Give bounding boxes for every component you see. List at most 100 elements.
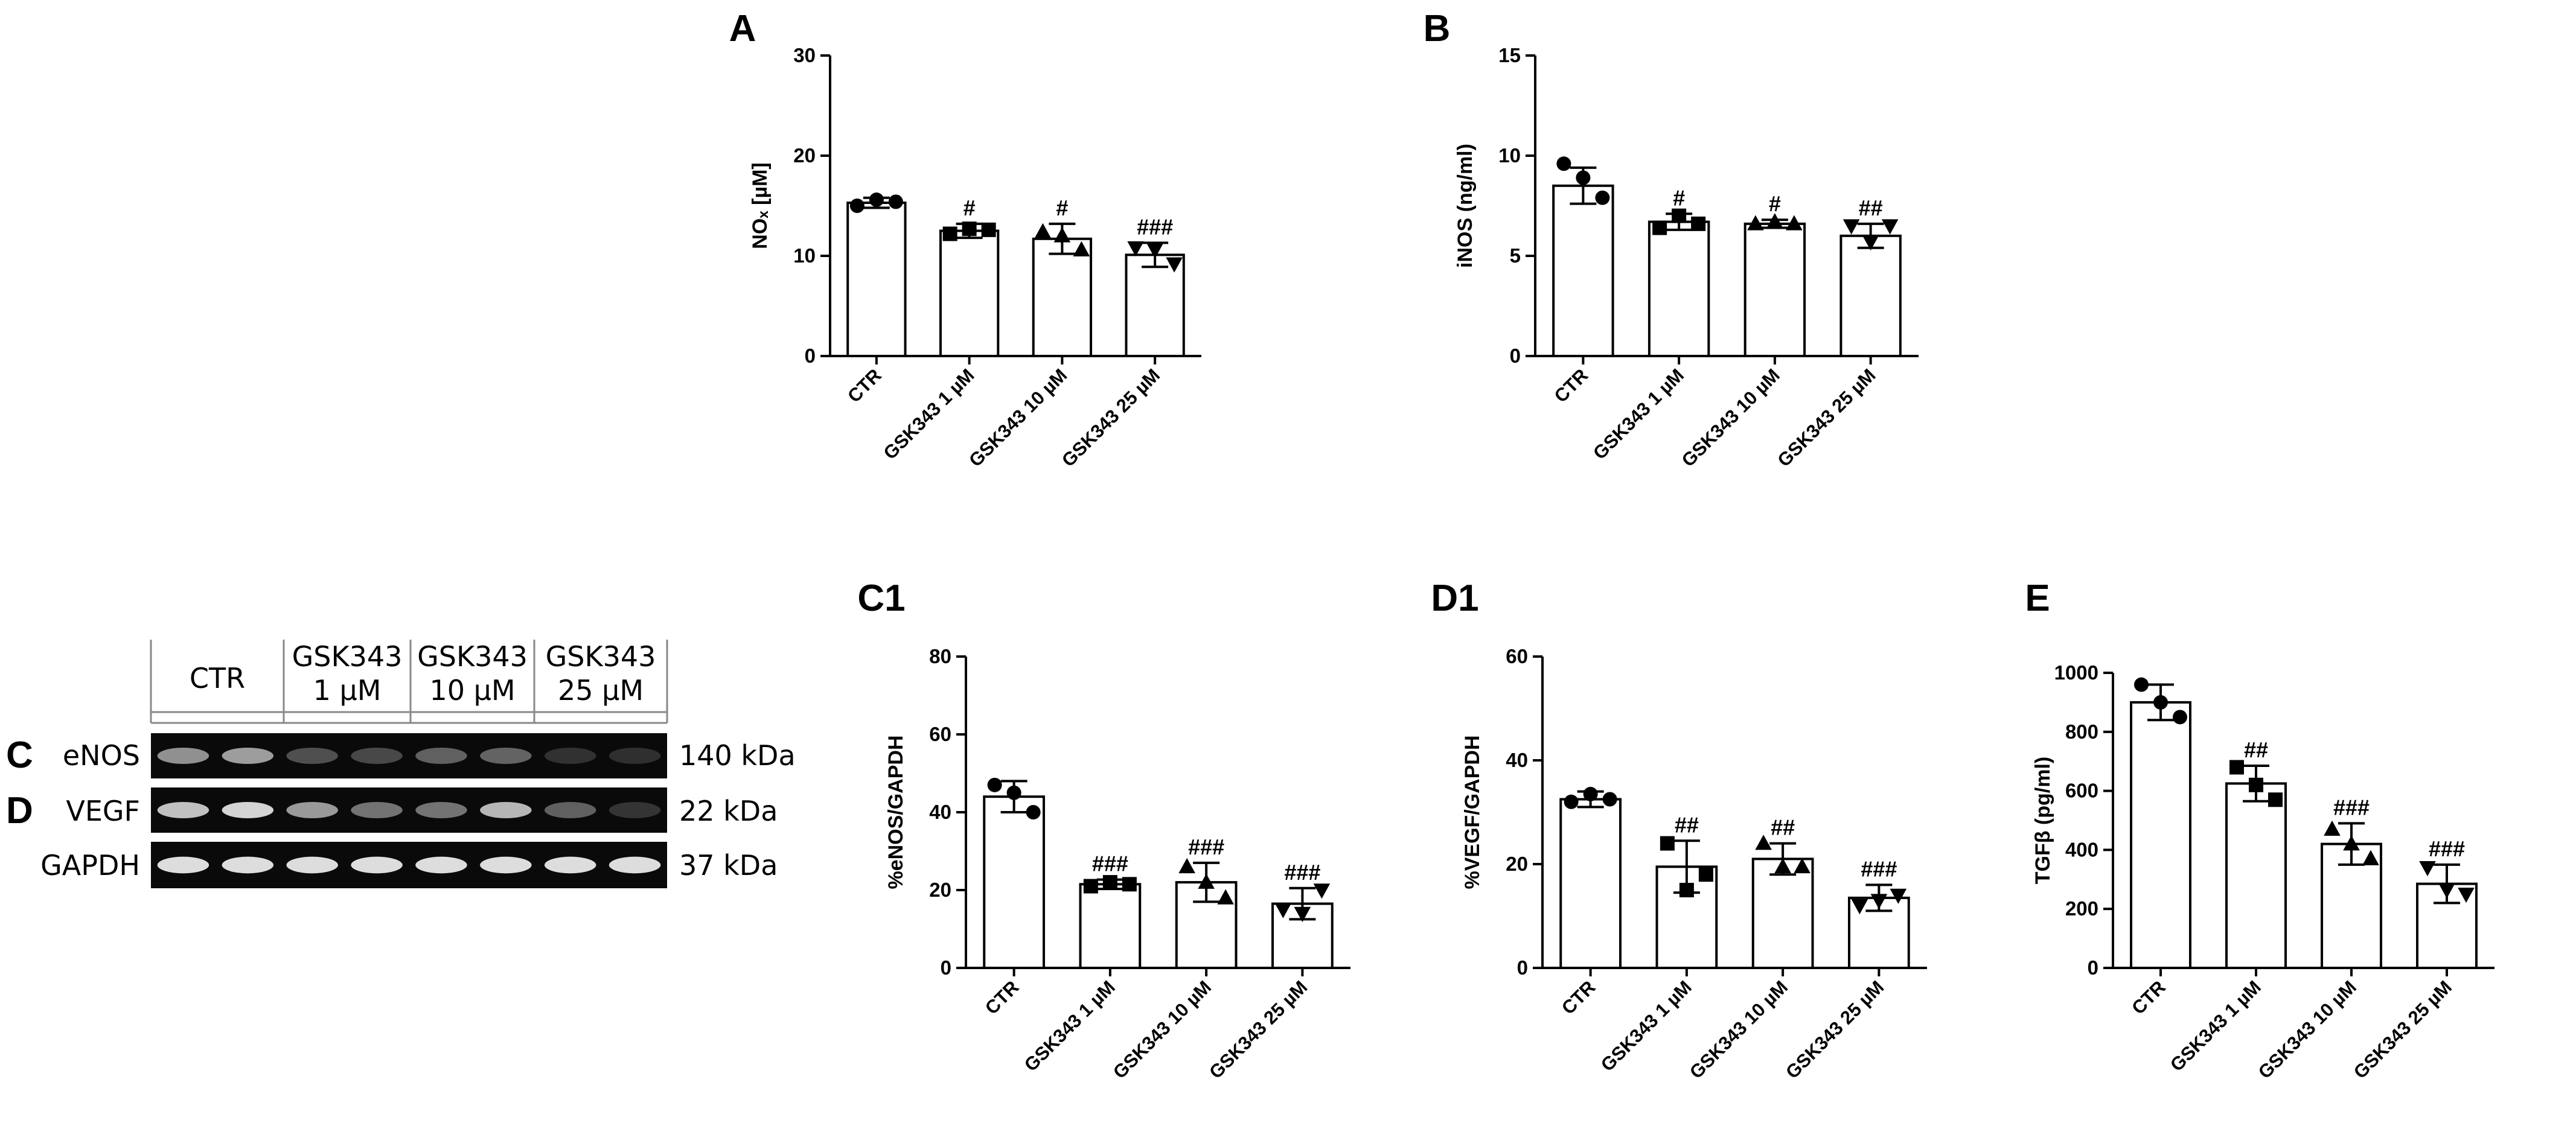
blot-band — [544, 802, 596, 818]
data-point — [1217, 889, 1234, 905]
x-tick-label: GSK343 25 µM — [1058, 364, 1164, 471]
blot-band — [415, 856, 467, 874]
data-point — [2438, 883, 2455, 899]
blot-band — [351, 748, 403, 764]
y-tick-label: 0 — [1510, 345, 1521, 367]
y-axis-label: iNOS (ng/ml) — [1454, 144, 1477, 268]
protein-label: eNOS — [63, 739, 140, 772]
data-point — [1843, 219, 1860, 235]
significance-label: ### — [1137, 214, 1173, 239]
panel-letter: C1 — [857, 577, 905, 619]
significance-label: ## — [1675, 812, 1699, 837]
data-point — [1602, 792, 1617, 807]
data-point — [981, 222, 996, 237]
blot-band — [544, 856, 596, 874]
panel-letter: E — [2025, 577, 2050, 619]
blot-band — [222, 856, 274, 874]
x-tick-label: GSK343 1 µM — [1597, 976, 1696, 1075]
blot-band — [609, 856, 661, 874]
data-point — [1755, 835, 1772, 850]
y-tick-label: 1000 — [2054, 661, 2098, 684]
blot-band — [222, 748, 274, 764]
y-tick-label: 30 — [793, 44, 816, 66]
protein-label: VEGF — [66, 795, 140, 827]
lane-header: CTR — [190, 662, 245, 695]
data-point — [2362, 850, 2379, 865]
y-tick-label: 20 — [929, 879, 951, 901]
data-point — [1083, 879, 1098, 894]
y-tick-label: 60 — [929, 723, 951, 745]
x-tick-label: CTR — [1558, 976, 1600, 1019]
data-point — [1747, 215, 1764, 231]
data-point — [1881, 219, 1899, 235]
x-tick-label: CTR — [981, 976, 1023, 1019]
y-tick-label: 800 — [2065, 721, 2098, 743]
x-tick-label: GSK343 1 µM — [1589, 364, 1688, 463]
data-point — [2419, 861, 2436, 877]
data-point — [2153, 695, 2168, 710]
blot-band — [351, 856, 403, 874]
x-tick-label: CTR — [1550, 364, 1593, 407]
y-tick-label: 5 — [1510, 244, 1521, 267]
bar — [1648, 220, 1710, 357]
data-point — [2173, 710, 2187, 725]
significance-label: # — [1673, 185, 1685, 210]
data-point — [1786, 215, 1803, 231]
y-axis-label: TGFβ (pg/ml) — [2031, 757, 2054, 885]
x-tick-label: GSK343 25 µM — [1773, 364, 1879, 471]
data-point — [1294, 906, 1311, 923]
data-point — [2268, 792, 2283, 807]
y-axis-label: %eNOS/GAPDH — [884, 735, 907, 889]
data-point — [849, 199, 865, 213]
blot-band — [286, 802, 338, 818]
bar — [846, 202, 907, 357]
blot-band — [157, 748, 209, 764]
bar — [1743, 222, 1806, 357]
y-tick-label: 10 — [1498, 144, 1521, 167]
data-point — [1698, 867, 1713, 882]
data-point — [1595, 190, 1610, 205]
y-tick-label: 20 — [793, 144, 816, 167]
chart-panel-e: E 0 200 400 600 800 1000 TGFβ (pg/ml) CTR ## GSK34… — [2025, 577, 2495, 1083]
data-point — [1102, 875, 1117, 890]
data-point — [2458, 887, 2475, 903]
data-point — [1660, 836, 1675, 851]
data-point — [962, 221, 977, 237]
data-point — [942, 226, 957, 241]
data-point — [1870, 894, 1888, 909]
x-tick-label: GSK343 25 µM — [1782, 976, 1888, 1083]
significance-label: ### — [1284, 860, 1320, 885]
blot-band — [415, 748, 467, 764]
x-tick-label: GSK343 25 µM — [2350, 976, 2456, 1083]
chart-panel-d1: D1 0 20 40 60 %VEGF/GAPDH CTR ## GSK343 1 µM ## GS… — [1431, 577, 1927, 1083]
bar — [983, 795, 1045, 969]
blot-band — [286, 856, 338, 874]
bar — [1751, 857, 1814, 970]
data-point — [2249, 777, 2263, 792]
data-point — [869, 192, 884, 208]
y-axis-label: NOₓ [µM] — [749, 162, 772, 249]
band-size-label: 37 kDa — [679, 849, 778, 882]
x-tick-label: CTR — [2127, 976, 2170, 1019]
y-tick-label: 40 — [1506, 749, 1528, 771]
y-tick-label: 60 — [1506, 645, 1528, 667]
blot-band — [480, 856, 532, 874]
data-point — [1556, 156, 1571, 171]
data-point — [1766, 213, 1783, 229]
band-size-label: 22 kDa — [679, 795, 778, 827]
bar — [2130, 701, 2191, 970]
x-tick-label: CTR — [843, 364, 886, 407]
data-point — [1166, 257, 1183, 273]
significance-label: ## — [2244, 737, 2268, 762]
bar — [1839, 234, 1902, 357]
significance-label: ## — [1771, 815, 1795, 840]
data-point — [1034, 223, 1052, 238]
blot-band — [544, 748, 596, 764]
protein-label: GAPDH — [40, 849, 140, 882]
significance-label: ### — [2429, 836, 2465, 861]
lane-header: GSK343 — [417, 640, 528, 673]
data-point — [1198, 873, 1215, 889]
data-point — [1274, 903, 1292, 918]
data-point — [1652, 220, 1667, 235]
